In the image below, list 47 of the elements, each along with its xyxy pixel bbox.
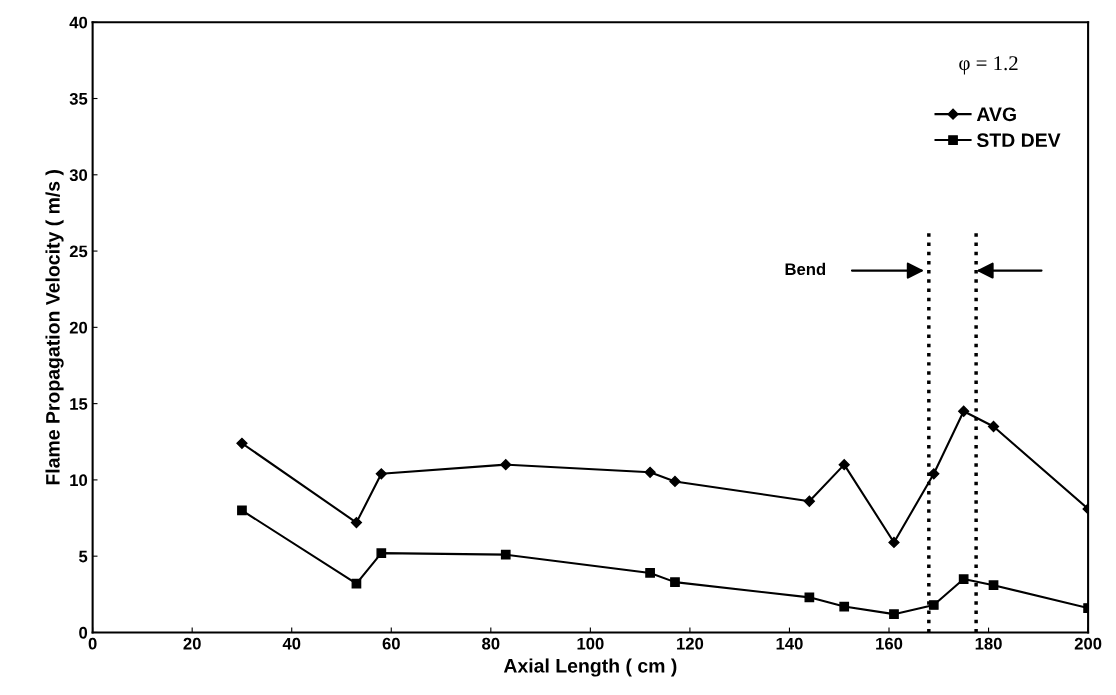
legend-label: STD DEV [976, 133, 1061, 148]
x-tick-label: 100 [577, 637, 604, 650]
point [669, 475, 681, 488]
point [928, 600, 939, 610]
x-tick-label: 200 [1074, 637, 1102, 650]
y-tick-label: 25 [69, 245, 88, 258]
point [888, 536, 900, 549]
annotation: Bend [785, 262, 826, 276]
point [375, 468, 387, 480]
point [237, 505, 247, 516]
point [839, 601, 850, 612]
legend-label: AVG [976, 107, 1016, 122]
x-tick-label: 160 [876, 637, 903, 650]
point [350, 517, 363, 529]
x-tick-label: 120 [677, 637, 704, 650]
x-tick-label: 60 [382, 637, 400, 650]
x-tick-label: 140 [776, 637, 803, 650]
point [803, 495, 815, 507]
point [500, 459, 512, 471]
point [236, 437, 248, 449]
point [958, 574, 969, 584]
y-axis-title: Flame Propagation Velocity ( m/s ) [45, 170, 64, 485]
point [670, 577, 680, 587]
point [987, 420, 1000, 433]
y-tick-label: 0 [79, 626, 88, 639]
y-tick-label: 5 [79, 550, 88, 563]
y-tick-label: 10 [70, 474, 88, 487]
point [376, 548, 387, 558]
point [644, 466, 656, 478]
x-tick-label: 40 [282, 637, 301, 650]
y-tick-label: 40 [69, 16, 88, 29]
x-tick-label: 180 [975, 637, 1002, 650]
point [889, 609, 899, 620]
annotation: φ = 1.2 [959, 56, 1018, 75]
point [645, 568, 655, 578]
x-tick-label: 80 [482, 637, 500, 650]
point [838, 459, 850, 471]
x-tick-label: 0 [88, 637, 97, 650]
point [988, 580, 999, 591]
y-tick-label: 30 [69, 169, 88, 182]
y-tick-label: 15 [70, 398, 88, 410]
y-tick-label: 35 [69, 92, 88, 105]
x-tick-label: 20 [183, 637, 201, 650]
point [958, 405, 970, 417]
y-tick-label: 20 [69, 321, 88, 334]
point [500, 549, 511, 560]
x-axis-title: Axial Length ( cm ) [503, 658, 677, 677]
